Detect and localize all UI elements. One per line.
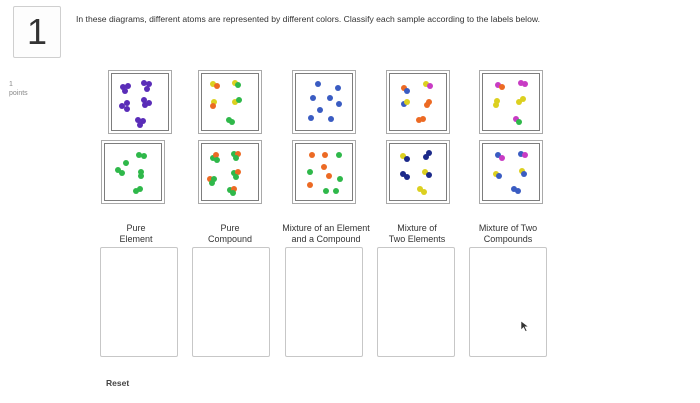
sample-diagram: [115, 152, 147, 194]
mouse-cursor-icon: [520, 320, 530, 332]
category-label-mixture-element-compound: Mixture of an Element and a Compound: [282, 223, 370, 244]
sample-diagram: [401, 81, 433, 123]
sample-card[interactable]: [112, 74, 168, 130]
sample-diagram: [493, 151, 528, 194]
sample-diagram: [207, 151, 241, 196]
sample-diagram: [210, 80, 242, 125]
sample-diagram: [400, 150, 432, 195]
sample-diagram: [493, 80, 528, 125]
points-indicator: 1 points: [9, 80, 28, 98]
question-number-box: 1: [13, 6, 61, 58]
drop-zone-pure-element[interactable]: [100, 247, 178, 357]
sample-card[interactable]: [390, 74, 446, 130]
drop-zone-mixture-two-elements[interactable]: [377, 247, 455, 357]
sample-card[interactable]: [296, 74, 352, 130]
sample-card[interactable]: [390, 144, 446, 200]
sample-diagram: [308, 81, 342, 122]
points-label: points: [9, 90, 28, 97]
sample-card[interactable]: [105, 144, 161, 200]
sample-card[interactable]: [483, 74, 539, 130]
drop-zone-mixture-element-compound[interactable]: [285, 247, 363, 357]
sample-card[interactable]: [296, 144, 352, 200]
reset-button[interactable]: Reset: [106, 378, 130, 388]
question-instructions: In these diagrams, different atoms are r…: [76, 14, 540, 24]
sample-card[interactable]: [483, 144, 539, 200]
question-number: 1: [26, 11, 48, 52]
drop-zone-mixture-two-compounds[interactable]: [469, 247, 547, 357]
category-label-pure-compound: Pure Compound: [207, 223, 253, 244]
drop-zone-pure-compound[interactable]: [192, 247, 270, 357]
category-label-mixture-two-elements: Mixture of Two Elements: [388, 223, 446, 244]
points-value: 1: [9, 81, 13, 88]
sample-diagram: [307, 152, 343, 194]
sample-diagram: [119, 80, 152, 128]
category-label-pure-element: Pure Element: [119, 223, 153, 244]
category-label-mixture-two-compounds: Mixture of Two Compounds: [478, 223, 538, 244]
sample-card[interactable]: [202, 144, 258, 200]
sample-card[interactable]: [202, 74, 258, 130]
